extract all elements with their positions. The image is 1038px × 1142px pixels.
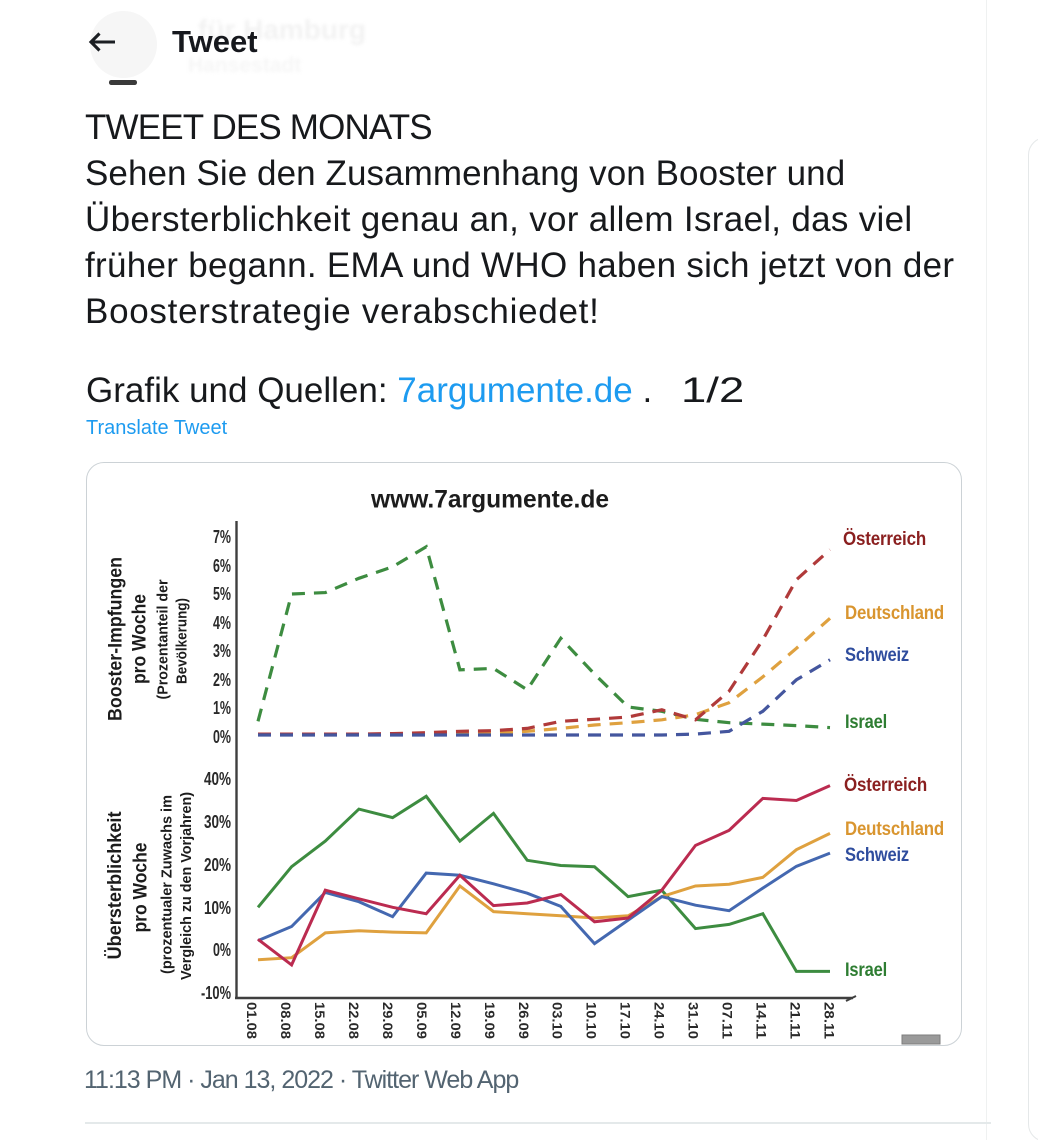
svg-text:Israel: Israel [845,712,887,733]
svg-text:4%: 4% [213,613,231,633]
svg-text:Übersterblichkeit: Übersterblichkeit [103,811,126,959]
svg-text:28.11: 28.11 [822,1002,838,1039]
svg-text:07.11: 07.11 [720,1002,736,1039]
svg-text:29.08: 29.08 [380,1002,396,1039]
svg-text:26.09: 26.09 [516,1002,532,1039]
svg-text:3%: 3% [213,641,231,661]
svg-text:05.09: 05.09 [414,1002,430,1039]
svg-text:10%: 10% [204,898,231,918]
svg-text:21.11: 21.11 [788,1002,804,1039]
svg-text:-10%: -10% [201,983,231,1003]
svg-text:19.09: 19.09 [482,1002,498,1039]
svg-text:Österreich: Österreich [843,529,926,550]
svg-text:pro Woche: pro Woche [130,842,152,932]
svg-text:Booster-Impfungen: Booster-Impfungen [105,557,127,721]
svg-text:(prozentualer Zuwachs im: (prozentualer Zuwachs im [159,795,176,974]
svg-text:1%: 1% [213,698,231,718]
svg-text:0%: 0% [213,727,231,747]
svg-text:12.09: 12.09 [448,1002,464,1039]
svg-text:10.10: 10.10 [584,1002,600,1039]
svg-text:08.08: 08.08 [278,1002,294,1039]
svg-text:Schweiz: Schweiz [845,845,909,866]
svg-text:(Prozentanteil der: (Prozentanteil der [155,579,172,699]
svg-text:03.10: 03.10 [550,1002,566,1039]
svg-text:01.08: 01.08 [244,1002,260,1039]
svg-text:Deutschland: Deutschland [845,819,944,840]
svg-text:17.10: 17.10 [618,1002,634,1039]
svg-text:31.10: 31.10 [686,1002,702,1039]
svg-text:40%: 40% [204,769,231,789]
svg-text:Schweiz: Schweiz [845,645,909,666]
svg-text:22.08: 22.08 [346,1002,362,1039]
svg-text:14.11: 14.11 [754,1002,770,1039]
svg-text:6%: 6% [213,556,231,576]
svg-text:Bevölkerung): Bevölkerung) [174,598,191,684]
svg-text:Deutschland: Deutschland [845,603,944,624]
svg-text:24.10: 24.10 [652,1002,668,1039]
svg-text:Israel: Israel [845,960,887,981]
svg-text:2%: 2% [213,670,231,690]
svg-text:15.08: 15.08 [312,1002,328,1039]
svg-text:Österreich: Österreich [844,775,927,796]
svg-text:0%: 0% [213,940,231,960]
svg-text:www.7argumente.de: www.7argumente.de [370,486,609,514]
svg-text:pro Woche: pro Woche [129,594,151,684]
svg-text:5%: 5% [213,584,231,604]
svg-text:20%: 20% [204,855,231,875]
svg-text:Vergleich zu den Vorjahren): Vergleich zu den Vorjahren) [178,792,195,980]
svg-text:7%: 7% [213,527,231,547]
svg-text:30%: 30% [204,812,231,832]
